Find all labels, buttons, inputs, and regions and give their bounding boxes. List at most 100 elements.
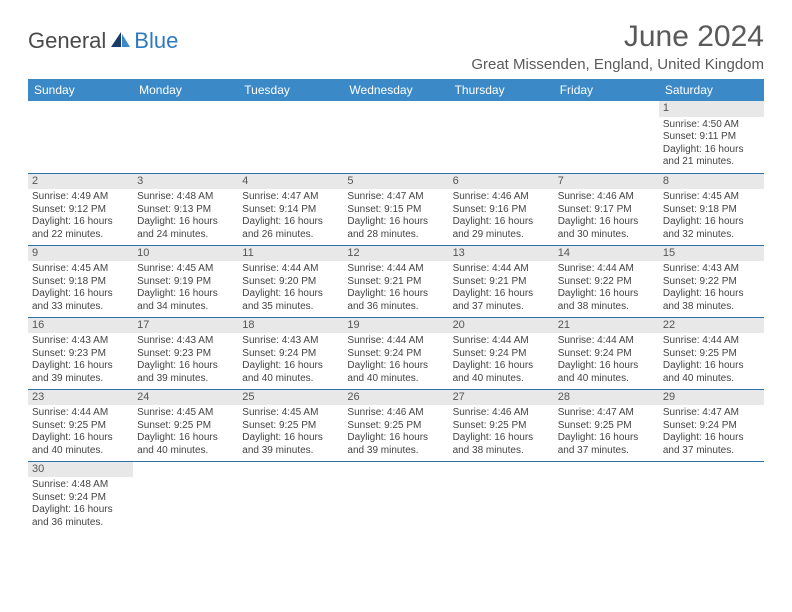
calendar-cell	[554, 101, 659, 173]
sunrise-line: Sunrise: 4:45 AM	[242, 407, 339, 420]
daylight-line-2: and 28 minutes.	[347, 229, 444, 242]
sunset-line: Sunset: 9:12 PM	[32, 204, 129, 217]
day-details: Sunrise: 4:44 AMSunset: 9:24 PMDaylight:…	[343, 333, 448, 387]
day-number: 27	[449, 390, 554, 406]
calendar-week-row: 16Sunrise: 4:43 AMSunset: 9:23 PMDayligh…	[28, 317, 764, 389]
sunset-line: Sunset: 9:18 PM	[663, 204, 760, 217]
day-details: Sunrise: 4:48 AMSunset: 9:24 PMDaylight:…	[28, 477, 133, 531]
calendar-cell: 3Sunrise: 4:48 AMSunset: 9:13 PMDaylight…	[133, 173, 238, 245]
day-number: 11	[238, 246, 343, 262]
day-details: Sunrise: 4:49 AMSunset: 9:12 PMDaylight:…	[28, 189, 133, 243]
sunset-line: Sunset: 9:13 PM	[137, 204, 234, 217]
daylight-line-1: Daylight: 16 hours	[663, 432, 760, 445]
sunset-line: Sunset: 9:24 PM	[32, 492, 129, 505]
brand-sail-icon	[110, 31, 132, 49]
day-details: Sunrise: 4:47 AMSunset: 9:24 PMDaylight:…	[659, 405, 764, 459]
daylight-line-1: Daylight: 16 hours	[137, 288, 234, 301]
sunrise-line: Sunrise: 4:48 AM	[137, 191, 234, 204]
calendar-week-row: 9Sunrise: 4:45 AMSunset: 9:18 PMDaylight…	[28, 245, 764, 317]
sunset-line: Sunset: 9:22 PM	[558, 276, 655, 289]
calendar-body: 1Sunrise: 4:50 AMSunset: 9:11 PMDaylight…	[28, 101, 764, 533]
sunset-line: Sunset: 9:11 PM	[663, 131, 760, 144]
daylight-line-2: and 36 minutes.	[347, 301, 444, 314]
sunset-line: Sunset: 9:24 PM	[663, 420, 760, 433]
sunrise-line: Sunrise: 4:47 AM	[242, 191, 339, 204]
day-number: 15	[659, 246, 764, 262]
day-details: Sunrise: 4:46 AMSunset: 9:17 PMDaylight:…	[554, 189, 659, 243]
daylight-line-2: and 40 minutes.	[663, 373, 760, 386]
day-details: Sunrise: 4:44 AMSunset: 9:21 PMDaylight:…	[343, 261, 448, 315]
daylight-line-1: Daylight: 16 hours	[347, 216, 444, 229]
sunset-line: Sunset: 9:21 PM	[453, 276, 550, 289]
sunrise-line: Sunrise: 4:43 AM	[663, 263, 760, 276]
sunrise-line: Sunrise: 4:44 AM	[558, 263, 655, 276]
calendar-cell	[343, 101, 448, 173]
sunrise-line: Sunrise: 4:45 AM	[32, 263, 129, 276]
day-details: Sunrise: 4:50 AMSunset: 9:11 PMDaylight:…	[659, 117, 764, 171]
calendar-cell: 10Sunrise: 4:45 AMSunset: 9:19 PMDayligh…	[133, 245, 238, 317]
day-number: 12	[343, 246, 448, 262]
calendar-cell: 29Sunrise: 4:47 AMSunset: 9:24 PMDayligh…	[659, 389, 764, 461]
title-block: June 2024 Great Missenden, England, Unit…	[471, 20, 764, 73]
calendar-cell: 11Sunrise: 4:44 AMSunset: 9:20 PMDayligh…	[238, 245, 343, 317]
daylight-line-1: Daylight: 16 hours	[453, 360, 550, 373]
daylight-line-1: Daylight: 16 hours	[663, 216, 760, 229]
day-details: Sunrise: 4:45 AMSunset: 9:25 PMDaylight:…	[238, 405, 343, 459]
sunrise-line: Sunrise: 4:46 AM	[558, 191, 655, 204]
daylight-line-1: Daylight: 16 hours	[242, 216, 339, 229]
calendar-cell: 9Sunrise: 4:45 AMSunset: 9:18 PMDaylight…	[28, 245, 133, 317]
daylight-line-2: and 26 minutes.	[242, 229, 339, 242]
sunset-line: Sunset: 9:25 PM	[558, 420, 655, 433]
day-header: Saturday	[659, 79, 764, 101]
daylight-line-2: and 24 minutes.	[137, 229, 234, 242]
day-header: Sunday	[28, 79, 133, 101]
sunrise-line: Sunrise: 4:46 AM	[453, 191, 550, 204]
day-number: 19	[343, 318, 448, 334]
daylight-line-1: Daylight: 16 hours	[558, 288, 655, 301]
calendar-week-row: 23Sunrise: 4:44 AMSunset: 9:25 PMDayligh…	[28, 389, 764, 461]
sunrise-line: Sunrise: 4:45 AM	[137, 263, 234, 276]
calendar-cell: 21Sunrise: 4:44 AMSunset: 9:24 PMDayligh…	[554, 317, 659, 389]
daylight-line-1: Daylight: 16 hours	[242, 432, 339, 445]
calendar-week-row: 2Sunrise: 4:49 AMSunset: 9:12 PMDaylight…	[28, 173, 764, 245]
day-number: 5	[343, 174, 448, 190]
daylight-line-1: Daylight: 16 hours	[663, 360, 760, 373]
daylight-line-2: and 38 minutes.	[453, 445, 550, 458]
calendar-cell	[238, 461, 343, 533]
calendar-cell: 27Sunrise: 4:46 AMSunset: 9:25 PMDayligh…	[449, 389, 554, 461]
sunrise-line: Sunrise: 4:44 AM	[453, 335, 550, 348]
day-number: 28	[554, 390, 659, 406]
day-number: 30	[28, 462, 133, 478]
daylight-line-1: Daylight: 16 hours	[347, 360, 444, 373]
daylight-line-1: Daylight: 16 hours	[32, 504, 129, 517]
day-details: Sunrise: 4:44 AMSunset: 9:24 PMDaylight:…	[449, 333, 554, 387]
calendar-cell: 18Sunrise: 4:43 AMSunset: 9:24 PMDayligh…	[238, 317, 343, 389]
daylight-line-2: and 39 minutes.	[242, 445, 339, 458]
day-number: 4	[238, 174, 343, 190]
header: General Blue June 2024 Great Missenden, …	[28, 20, 764, 73]
calendar-cell: 28Sunrise: 4:47 AMSunset: 9:25 PMDayligh…	[554, 389, 659, 461]
day-number: 6	[449, 174, 554, 190]
brand-text-blue: Blue	[134, 28, 178, 54]
calendar-cell: 15Sunrise: 4:43 AMSunset: 9:22 PMDayligh…	[659, 245, 764, 317]
day-details: Sunrise: 4:45 AMSunset: 9:18 PMDaylight:…	[659, 189, 764, 243]
calendar-cell: 6Sunrise: 4:46 AMSunset: 9:16 PMDaylight…	[449, 173, 554, 245]
day-header: Wednesday	[343, 79, 448, 101]
sunrise-line: Sunrise: 4:49 AM	[32, 191, 129, 204]
calendar-week-row: 30Sunrise: 4:48 AMSunset: 9:24 PMDayligh…	[28, 461, 764, 533]
day-details: Sunrise: 4:43 AMSunset: 9:22 PMDaylight:…	[659, 261, 764, 315]
daylight-line-2: and 37 minutes.	[663, 445, 760, 458]
day-header: Friday	[554, 79, 659, 101]
daylight-line-1: Daylight: 16 hours	[558, 432, 655, 445]
day-number: 16	[28, 318, 133, 334]
sunrise-line: Sunrise: 4:46 AM	[347, 407, 444, 420]
day-number: 3	[133, 174, 238, 190]
day-details: Sunrise: 4:48 AMSunset: 9:13 PMDaylight:…	[133, 189, 238, 243]
calendar-cell: 20Sunrise: 4:44 AMSunset: 9:24 PMDayligh…	[449, 317, 554, 389]
sunrise-line: Sunrise: 4:47 AM	[663, 407, 760, 420]
sunset-line: Sunset: 9:23 PM	[32, 348, 129, 361]
day-number: 2	[28, 174, 133, 190]
sunrise-line: Sunrise: 4:44 AM	[453, 263, 550, 276]
calendar-cell	[343, 461, 448, 533]
day-header: Tuesday	[238, 79, 343, 101]
